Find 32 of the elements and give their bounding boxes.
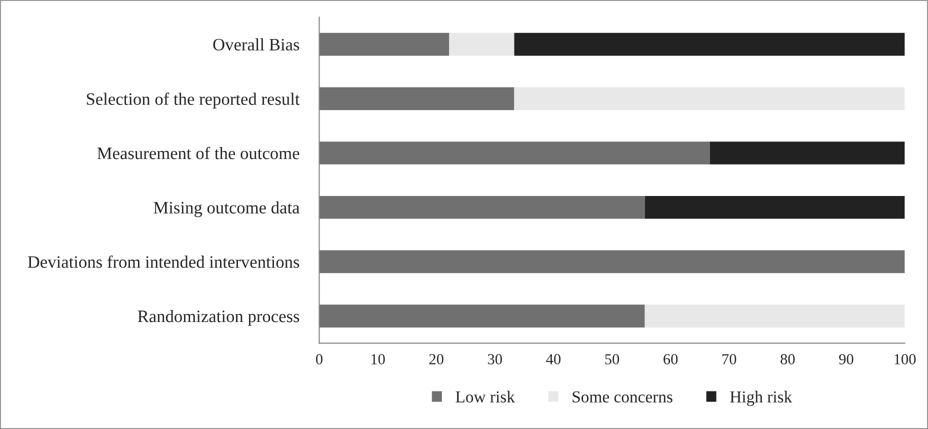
x-tick-label: 20 <box>429 354 444 364</box>
x-tick-label: 50 <box>605 354 620 364</box>
bar <box>514 32 905 56</box>
x-tick-label: 40 <box>546 354 561 364</box>
legend-label: High risk <box>730 390 792 406</box>
bar <box>644 196 905 219</box>
y-tick-label: Selection of the reported result <box>86 92 300 108</box>
legend-label: Some concerns <box>572 391 672 403</box>
y-tick-label: Measurement of the outcome <box>97 146 300 160</box>
bar <box>319 32 450 56</box>
bar <box>319 250 905 274</box>
bar <box>710 142 905 164</box>
y-tick-label: Overall Bias <box>213 38 300 51</box>
x-tick-label: 30 <box>488 354 502 364</box>
y-tick-label: Randomization process <box>138 310 300 326</box>
x-tick-label: 10 <box>371 354 385 364</box>
x-tick-label: 0 <box>316 354 322 364</box>
bar <box>319 196 645 219</box>
bar <box>449 32 514 56</box>
bar <box>514 87 905 110</box>
y-tick-label: Mising outcome data <box>154 201 300 218</box>
legend-label: Low risk <box>456 390 515 403</box>
x-tick-label: 70 <box>722 354 736 364</box>
y-tick-label: Deviations from intended interventions <box>28 255 300 268</box>
bar <box>319 87 514 110</box>
x-tick-label: 90 <box>839 354 854 364</box>
bar <box>644 304 905 328</box>
x-tick-label: 60 <box>664 354 678 364</box>
x-tick-label: 80 <box>780 354 795 364</box>
bar <box>319 304 645 328</box>
x-tick-label: 100 <box>894 354 916 364</box>
bar <box>319 142 710 164</box>
